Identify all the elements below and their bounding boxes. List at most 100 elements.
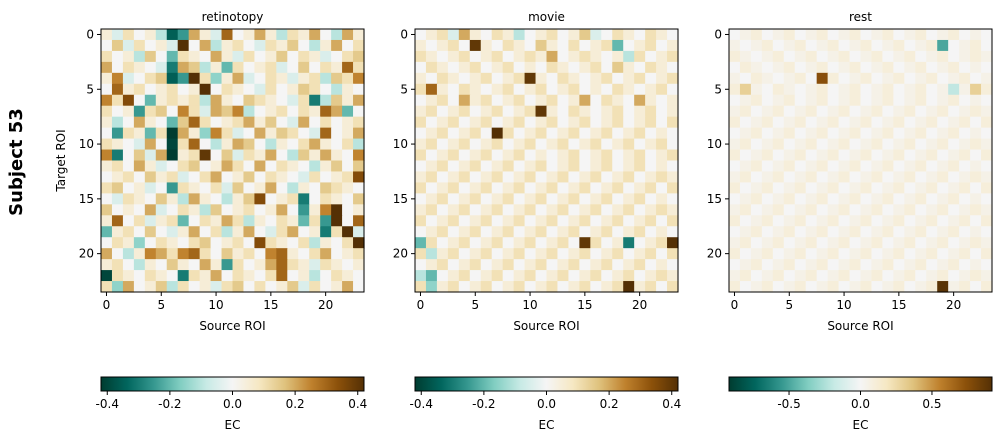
heatmap-cell bbox=[265, 171, 277, 184]
heatmap-cell bbox=[871, 248, 884, 260]
heatmap-cell bbox=[320, 270, 332, 282]
heatmap-cell bbox=[970, 29, 982, 41]
heatmap-cell bbox=[981, 29, 993, 41]
heatmap-cell bbox=[447, 281, 460, 293]
heatmap-cell bbox=[557, 160, 570, 173]
heatmap-cell bbox=[772, 171, 785, 184]
heatmap-cell bbox=[568, 39, 580, 52]
heatmap-cell bbox=[926, 29, 938, 41]
heatmap-cell bbox=[849, 160, 862, 173]
heatmap-cell bbox=[816, 61, 829, 74]
heatmap-cell bbox=[838, 83, 851, 96]
heatmap-cell bbox=[948, 138, 960, 151]
heatmap-cell bbox=[871, 127, 884, 140]
heatmap-cell bbox=[915, 193, 927, 205]
heatmap-cell bbox=[287, 83, 299, 96]
heatmap-cell bbox=[893, 160, 905, 173]
heatmap-cell bbox=[513, 182, 526, 194]
heatmap-cell bbox=[948, 281, 960, 293]
heatmap-cell bbox=[144, 237, 157, 249]
x-tick-label: 15 bbox=[891, 298, 906, 312]
heatmap-cell bbox=[959, 29, 971, 41]
heatmap-cell bbox=[513, 138, 526, 151]
heatmap-cell bbox=[133, 83, 146, 96]
heatmap-cell bbox=[904, 83, 916, 96]
heatmap-cell bbox=[254, 182, 266, 194]
heatmap-cell bbox=[342, 61, 354, 74]
heatmap-cell bbox=[838, 105, 851, 118]
heatmap-cell bbox=[309, 204, 321, 216]
y-tick-label: 10 bbox=[393, 137, 408, 151]
heatmap-title: rest bbox=[849, 10, 872, 24]
heatmap-cell bbox=[331, 116, 343, 129]
heatmap-cell bbox=[729, 237, 741, 249]
heatmap-cell bbox=[970, 193, 982, 205]
heatmap-cell bbox=[634, 281, 646, 293]
heatmap-cell bbox=[794, 259, 807, 271]
heatmap-cell bbox=[535, 50, 548, 63]
heatmap-cell bbox=[761, 171, 774, 184]
heatmap-cell bbox=[645, 61, 657, 74]
heatmap-cell bbox=[221, 182, 234, 194]
heatmap-cell bbox=[860, 138, 873, 151]
heatmap-cell bbox=[860, 39, 873, 52]
heatmap-cell bbox=[353, 160, 365, 173]
heatmap-cell bbox=[513, 281, 526, 293]
heatmap-cell bbox=[436, 182, 449, 194]
heatmap-cell bbox=[458, 193, 471, 205]
heatmap-cell bbox=[221, 171, 234, 184]
heatmap-cell bbox=[601, 160, 613, 173]
heatmap-cell bbox=[981, 127, 993, 140]
heatmap-cell bbox=[101, 248, 113, 260]
heatmap-cell bbox=[568, 138, 580, 151]
heatmap-cell bbox=[981, 204, 993, 216]
heatmap-cell bbox=[232, 72, 245, 85]
heatmap-cell bbox=[750, 94, 763, 107]
heatmap-cell bbox=[480, 281, 493, 293]
heatmap-cell bbox=[805, 61, 818, 74]
heatmap-cell bbox=[656, 83, 668, 96]
heatmap-cell bbox=[893, 105, 905, 118]
heatmap-cell bbox=[893, 50, 905, 63]
heatmap-cell bbox=[860, 193, 873, 205]
x-axis-label: Source ROI bbox=[827, 319, 893, 333]
colorbar-tick-label: -0.4 bbox=[410, 397, 433, 411]
heatmap-cell bbox=[320, 281, 332, 293]
heatmap-cell bbox=[667, 204, 679, 216]
heatmap-cell bbox=[579, 94, 591, 107]
heatmap-cell bbox=[133, 226, 146, 238]
heatmap-cell bbox=[794, 193, 807, 205]
heatmap-cell bbox=[425, 160, 438, 173]
heatmap-cell bbox=[981, 149, 993, 162]
heatmap-cell bbox=[353, 116, 365, 129]
heatmap-cell bbox=[111, 138, 124, 151]
heatmap-cell bbox=[612, 226, 624, 238]
heatmap-cell bbox=[860, 149, 873, 162]
heatmap-cell bbox=[144, 204, 157, 216]
heatmap-cell bbox=[155, 259, 168, 271]
heatmap-cell bbox=[210, 29, 223, 41]
heatmap-cell bbox=[871, 94, 884, 107]
heatmap-cell bbox=[612, 248, 624, 260]
colorbar-tick-label: 0.4 bbox=[662, 397, 681, 411]
heatmap-cell bbox=[772, 116, 785, 129]
heatmap-cell bbox=[425, 270, 438, 282]
heatmap-cell bbox=[849, 182, 862, 194]
heatmap-cell bbox=[794, 248, 807, 260]
heatmap-cell bbox=[415, 281, 427, 293]
heatmap-cell bbox=[750, 149, 763, 162]
heatmap-cell bbox=[568, 226, 580, 238]
heatmap-cell bbox=[656, 171, 668, 184]
heatmap-cell bbox=[926, 116, 938, 129]
heatmap-cell bbox=[513, 94, 526, 107]
heatmap-cell bbox=[959, 50, 971, 63]
heatmap-cell bbox=[469, 39, 482, 52]
heatmap-cell bbox=[524, 248, 537, 260]
heatmap-cell bbox=[904, 72, 916, 85]
y-tick-label: 0 bbox=[714, 27, 722, 41]
heatmap-cell bbox=[893, 248, 905, 260]
heatmap-cell bbox=[568, 50, 580, 63]
heatmap-cell bbox=[729, 127, 741, 140]
heatmap-cell bbox=[937, 259, 949, 271]
